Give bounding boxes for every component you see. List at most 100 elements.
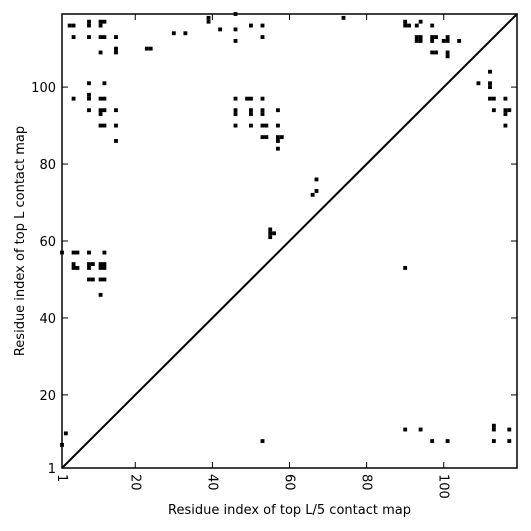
contact-point-upper bbox=[98, 112, 103, 116]
contact-point-upper bbox=[233, 108, 238, 113]
contact-point-upper bbox=[233, 123, 238, 128]
contact-point-upper bbox=[102, 19, 107, 24]
y-tick-label: 1 bbox=[48, 462, 56, 477]
contact-point-upper bbox=[441, 39, 446, 43]
contact-point-upper bbox=[488, 96, 492, 101]
contact-point-lower bbox=[98, 277, 103, 282]
contact-point-upper bbox=[206, 15, 211, 20]
contact-point-lower bbox=[507, 439, 512, 443]
contact-point-upper bbox=[233, 39, 238, 43]
contact-point-upper bbox=[245, 96, 250, 101]
contact-point-upper bbox=[98, 23, 103, 28]
contact-point-upper bbox=[233, 96, 238, 101]
contact-point-upper bbox=[503, 123, 508, 128]
contact-point-lower bbox=[268, 227, 273, 232]
contact-point-upper bbox=[414, 39, 419, 43]
x-tick-label: 20 bbox=[127, 474, 142, 491]
contact-point-upper bbox=[430, 35, 435, 40]
contact-point-upper bbox=[102, 96, 107, 101]
contact-point-upper bbox=[98, 50, 103, 55]
contact-point-upper bbox=[102, 123, 107, 128]
contact-point-upper bbox=[276, 135, 280, 140]
contact-point-upper bbox=[264, 123, 269, 128]
contact-point-upper bbox=[445, 50, 450, 55]
contact-point-upper bbox=[434, 50, 438, 55]
contact-point-upper bbox=[249, 96, 253, 101]
contact-point-lower bbox=[87, 277, 91, 282]
contact-point-lower bbox=[445, 439, 450, 443]
y-tick-label: 100 bbox=[31, 81, 56, 96]
contact-point-upper bbox=[276, 108, 280, 113]
contact-point-upper bbox=[488, 85, 492, 90]
contact-point-upper bbox=[114, 139, 118, 143]
contact-point-upper bbox=[430, 23, 435, 28]
y-tick-label: 80 bbox=[39, 158, 56, 173]
contact-point-upper bbox=[102, 108, 107, 113]
contact-point-upper bbox=[87, 108, 91, 113]
contact-point-upper bbox=[276, 139, 280, 143]
contact-point-upper bbox=[114, 123, 118, 128]
contact-point-upper bbox=[87, 19, 91, 24]
contact-point-upper bbox=[260, 23, 265, 28]
contact-point-upper bbox=[445, 39, 450, 43]
contact-point-upper bbox=[260, 96, 265, 101]
contact-point-lower bbox=[90, 262, 95, 267]
contact-point-upper bbox=[260, 35, 265, 40]
contact-point-lower bbox=[71, 266, 76, 270]
contact-point-upper bbox=[491, 108, 496, 113]
contact-point-lower bbox=[87, 266, 91, 270]
x-tick-label: 80 bbox=[359, 474, 374, 491]
contact-point-lower bbox=[87, 262, 91, 267]
contact-point-upper bbox=[430, 50, 435, 55]
contact-point-upper bbox=[144, 46, 149, 51]
contact-point-lower bbox=[491, 423, 496, 428]
contact-point-upper bbox=[279, 135, 284, 140]
lower-triangle-points bbox=[60, 177, 512, 447]
contact-point-upper bbox=[98, 35, 103, 40]
contact-point-lower bbox=[272, 231, 277, 236]
contact-point-upper bbox=[98, 19, 103, 24]
x-tick-label: 1 bbox=[54, 474, 69, 482]
contact-point-lower bbox=[102, 277, 107, 282]
contact-point-lower bbox=[430, 439, 435, 443]
contact-point-upper bbox=[507, 108, 512, 113]
y-axis-ticks: 1 20 40 60 80 100 bbox=[31, 81, 517, 477]
x-axis-ticks: 1 20 40 60 80 100 bbox=[54, 14, 451, 499]
contact-point-upper bbox=[87, 23, 91, 28]
contact-point-lower bbox=[268, 235, 273, 240]
y-tick-label: 20 bbox=[39, 389, 56, 404]
contact-point-lower bbox=[491, 427, 496, 432]
contact-point-upper bbox=[276, 123, 280, 128]
contact-point-upper bbox=[491, 96, 496, 101]
contact-point-upper bbox=[503, 112, 508, 116]
contact-point-upper bbox=[87, 96, 91, 101]
contact-point-upper bbox=[476, 81, 481, 86]
contact-point-lower bbox=[260, 439, 265, 443]
contact-point-upper bbox=[418, 19, 423, 24]
contact-point-upper bbox=[414, 23, 419, 28]
contact-point-upper bbox=[260, 135, 265, 140]
contact-point-upper bbox=[249, 123, 253, 128]
contact-point-lower bbox=[75, 250, 80, 255]
y-axis-label: Residue index of top L contact map bbox=[13, 126, 28, 356]
contact-point-lower bbox=[418, 427, 423, 432]
upper-triangle-points bbox=[67, 12, 512, 151]
contact-point-upper bbox=[260, 123, 265, 128]
contact-point-upper bbox=[414, 35, 419, 40]
contact-point-upper bbox=[71, 35, 76, 40]
contact-point-lower bbox=[314, 177, 319, 182]
diagonal-line bbox=[61, 13, 518, 469]
contact-point-lower bbox=[71, 262, 76, 267]
contact-point-upper bbox=[418, 39, 423, 43]
contact-point-upper bbox=[114, 50, 118, 55]
contact-point-upper bbox=[67, 23, 72, 28]
contact-point-lower bbox=[310, 192, 315, 197]
contact-point-lower bbox=[102, 250, 107, 255]
contact-point-upper bbox=[434, 35, 438, 40]
contact-point-upper bbox=[403, 19, 408, 24]
x-tick-label: 40 bbox=[204, 474, 219, 491]
contact-point-upper bbox=[114, 46, 118, 51]
x-tick-label: 100 bbox=[436, 474, 451, 499]
contact-point-upper bbox=[233, 112, 238, 116]
